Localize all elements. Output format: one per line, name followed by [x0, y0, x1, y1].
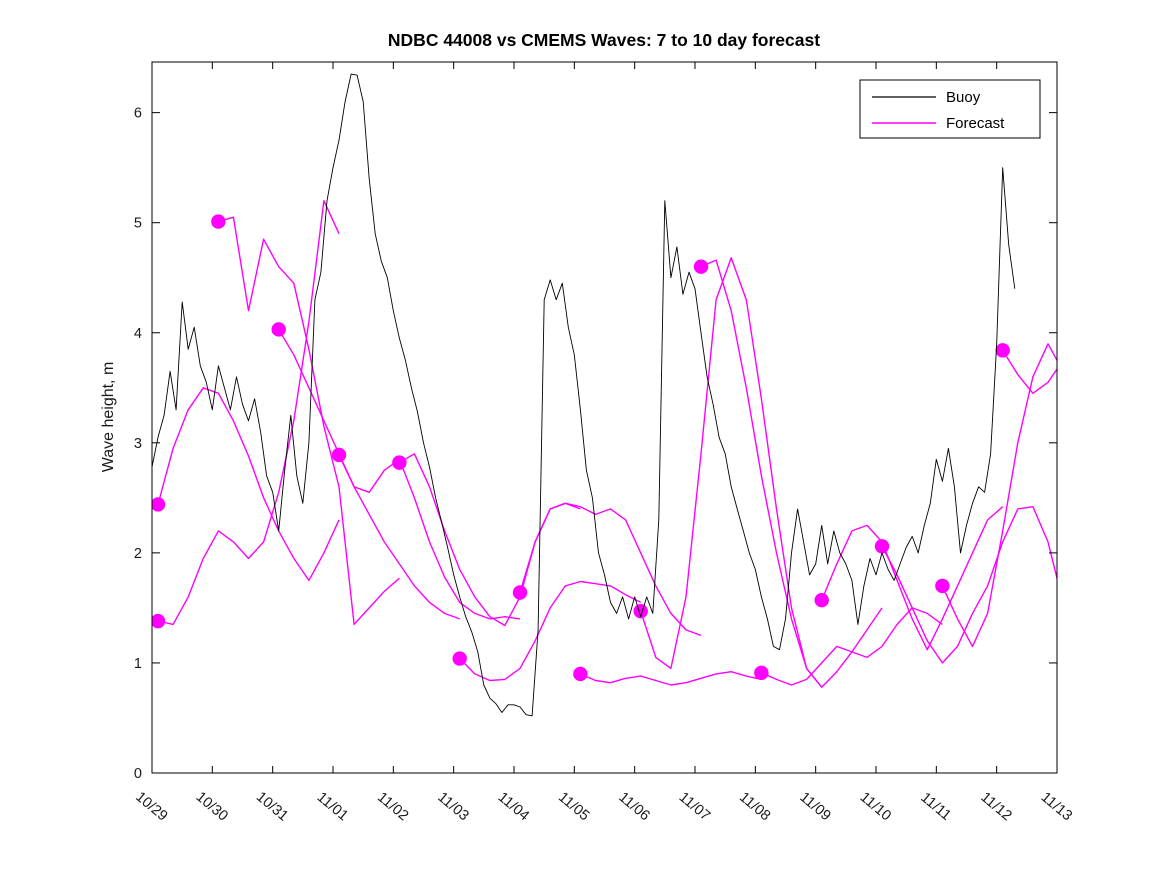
- legend-forecast-label: Forecast: [946, 115, 1005, 132]
- y-axis-label: Wave height, m: [100, 362, 117, 473]
- forecast-start-marker: [814, 593, 829, 608]
- forecast-line: [821, 506, 1004, 651]
- series-layer: [152, 73, 1057, 717]
- forecast-line: [881, 506, 1057, 664]
- forecast-start-marker: [152, 613, 166, 629]
- y-tick-label: 2: [134, 546, 142, 562]
- axes-frame: [151, 61, 1058, 774]
- x-tick-label: 11/03: [434, 789, 471, 824]
- forecast-start-marker: [211, 214, 226, 229]
- forecast-start-marker: [271, 322, 286, 337]
- forecast-line: [640, 257, 823, 688]
- x-tick-label: 10/30: [193, 789, 231, 825]
- y-tick-label: 1: [134, 656, 142, 672]
- legend-buoy-label: Buoy: [946, 89, 981, 106]
- forecast-start-marker: [512, 585, 528, 600]
- y-tick-label: 5: [134, 216, 142, 232]
- x-tick-label: 11/04: [495, 789, 532, 824]
- forecast-line: [278, 329, 460, 620]
- x-tick-label: 11/09: [796, 789, 833, 824]
- x-tick-label: 10/29: [132, 789, 170, 825]
- chart-title: NDBC 44008 vs CMEMS Waves: 7 to 10 day f…: [388, 30, 820, 50]
- forecast-start-marker: [152, 497, 166, 512]
- forecast-start-marker: [331, 447, 347, 463]
- x-tick-label: 11/05: [555, 789, 592, 824]
- forecast-line: [338, 454, 521, 620]
- forecast-line: [941, 343, 1057, 648]
- forecast-start-marker: [452, 651, 467, 666]
- x-tick-label: 11/01: [314, 789, 351, 824]
- x-tick-label: 11/10: [857, 789, 894, 824]
- forecast-line: [157, 199, 340, 626]
- y-tick-label: 0: [134, 766, 142, 782]
- forecast-line: [157, 387, 340, 582]
- forecast-start-marker: [633, 604, 648, 619]
- forecast-start-marker: [693, 259, 709, 274]
- forecast-line: [459, 580, 642, 682]
- forecast-line: [218, 216, 400, 626]
- forecast-start-marker: [392, 455, 407, 470]
- buoy-line: [152, 73, 1016, 717]
- x-tick-label: 11/07: [676, 789, 713, 824]
- forecast-line: [580, 671, 762, 686]
- x-tick-label: 11/11: [917, 790, 953, 824]
- y-tick-label: 4: [134, 326, 142, 342]
- plot-area: [152, 62, 1057, 773]
- forecast-start-marker: [874, 539, 890, 554]
- x-tick-label: 11/13: [1038, 789, 1075, 824]
- x-tick-label: 11/12: [977, 789, 1014, 824]
- forecast-start-marker: [573, 666, 588, 682]
- y-tick-label: 6: [134, 106, 142, 122]
- forecast-start-marker: [754, 665, 769, 681]
- x-tick-label: 10/31: [253, 789, 291, 825]
- legend-box: [859, 79, 1041, 139]
- forecast-line: [519, 502, 702, 637]
- forecast-line: [1002, 350, 1057, 394]
- y-tick-label: 3: [134, 436, 142, 452]
- x-tick-label: 11/08: [736, 789, 773, 824]
- forecast-start-marker: [935, 578, 950, 594]
- forecast-start-marker: [995, 343, 1010, 358]
- x-tick-label: 11/02: [374, 789, 411, 824]
- legend: Buoy Forecast: [859, 79, 1041, 139]
- x-tick-label: 11/06: [615, 789, 652, 824]
